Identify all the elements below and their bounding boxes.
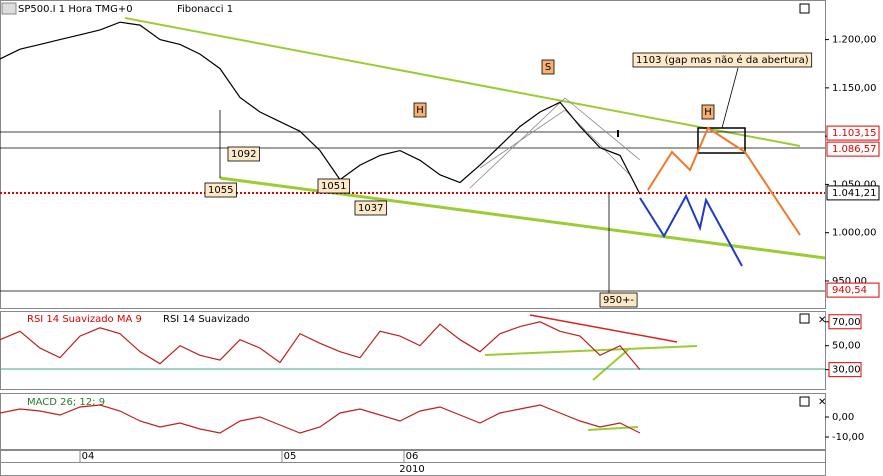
series-line	[0, 321, 641, 371]
study-label[interactable]: Fibonacci 1	[177, 4, 233, 15]
y-tick-label: 1.000,00	[832, 228, 877, 239]
series-line	[0, 21, 641, 195]
macd-panel	[0, 393, 826, 450]
price-label-box	[826, 141, 880, 157]
annotation-text: 1055	[208, 185, 233, 196]
wave-box	[413, 102, 427, 118]
annotation-box	[632, 52, 813, 68]
svg-text:✕: ✕	[818, 315, 826, 326]
y-tick-label: 30,00	[832, 365, 861, 376]
svg-text:✕: ✕	[818, 397, 826, 408]
price-label-box	[826, 125, 880, 141]
rsi-ma-label[interactable]: RSI 14 Suavizado MA 9	[27, 314, 142, 325]
annotation-text: 950+-	[603, 295, 634, 306]
time-label: 05	[284, 451, 297, 462]
cfd-icon	[1, 2, 17, 15]
annotation: 1055	[204, 182, 237, 198]
series-line	[0, 404, 641, 434]
time-label: 06	[406, 451, 419, 462]
annotation-box	[204, 182, 237, 198]
price-label-box	[826, 185, 880, 201]
symbol-label[interactable]: SP500.I 1 Hora TMG+0	[18, 4, 133, 15]
wave-box	[701, 104, 715, 120]
y-tick-label: 50,00	[832, 341, 861, 352]
y-tick-label: 0,00	[832, 412, 854, 423]
annotation-text: 1092	[231, 149, 256, 160]
annotation-box	[227, 146, 260, 162]
y-tick-label: 70,00	[832, 317, 861, 328]
level-box	[828, 314, 862, 330]
annotation: 1051	[317, 178, 350, 194]
price-label: 1.041,21	[832, 188, 877, 199]
y-tick-label: 1.150,00	[832, 83, 877, 94]
annotation-text: 1037	[358, 203, 383, 214]
y-tick-label: 1.050,00	[832, 179, 877, 190]
price-panel	[0, 0, 826, 309]
annotation: 1092	[227, 146, 260, 162]
year-label: 2010	[399, 464, 424, 475]
rsi-label[interactable]: RSI 14 Suavizado	[163, 314, 250, 325]
wave-label: H	[416, 105, 424, 116]
time-label: 04	[82, 451, 95, 462]
annotation-box	[599, 292, 638, 308]
annotation-box	[354, 200, 387, 216]
annotation: 950+-	[599, 292, 638, 308]
annotation: 1037	[354, 200, 387, 216]
annotation: 1103 (gap mas não é da abertura)	[632, 52, 813, 68]
price-label-box	[826, 282, 880, 298]
wave-label: H	[704, 107, 712, 118]
drawing-tools: ✕ ✕	[0, 3, 826, 431]
annotation-text: 1103 (gap mas não é da abertura)	[636, 54, 809, 66]
wave-label: S	[545, 62, 551, 73]
annotation-text: 1051	[321, 181, 346, 192]
y-tick-label: -10,00	[832, 432, 864, 443]
macd-label[interactable]: MACD 26; 12; 9	[27, 397, 105, 408]
y-tick-label: 950,00	[832, 276, 867, 287]
annotation-box	[317, 178, 350, 194]
price-label: 1.103,15	[832, 128, 877, 139]
price-label: 940,54	[832, 285, 867, 296]
wave-box	[541, 59, 555, 75]
price-label: 1.086,57	[832, 144, 877, 155]
level-box	[828, 362, 862, 378]
y-tick-label: 1.200,00	[832, 35, 877, 46]
